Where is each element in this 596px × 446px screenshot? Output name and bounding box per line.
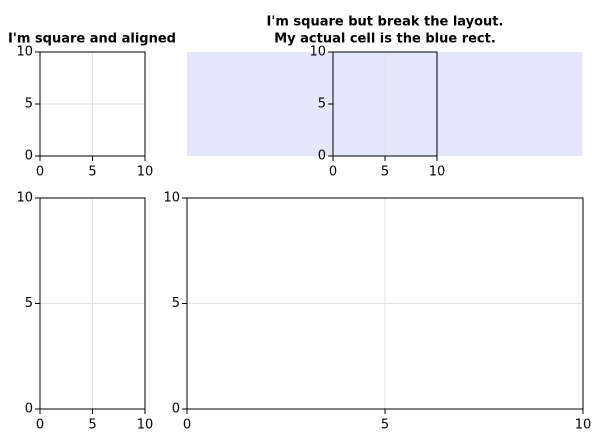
y-tick-label: 10 [16,191,33,206]
x-tick-label: 0 [329,165,337,180]
chart-title: My actual cell is the blue rect. [274,32,496,47]
y-tick-label: 5 [25,97,33,112]
x-tick-label: 5 [88,165,96,180]
x-tick-label: 0 [36,165,44,180]
x-tick-label: 10 [137,418,154,433]
chart-title: I'm square and aligned [8,32,176,47]
y-tick-label: 0 [172,402,180,417]
y-tick-label: 10 [16,45,33,60]
y-tick-label: 5 [172,296,180,311]
x-tick-label: 0 [183,418,191,433]
x-tick-label: 10 [575,418,592,433]
x-tick-label: 10 [137,165,154,180]
axes-frame [39,51,146,157]
x-tick-label: 10 [429,165,446,180]
y-tick-label: 0 [318,149,326,164]
y-tick-label: 10 [163,191,180,206]
axes-frame [186,197,584,410]
axes-frame [332,51,438,157]
y-tick-label: 5 [318,97,326,112]
y-tick-label: 5 [25,296,33,311]
x-tick-label: 5 [88,418,96,433]
y-tick-label: 0 [25,402,33,417]
y-tick-label: 0 [25,149,33,164]
x-tick-label: 0 [36,418,44,433]
y-tick-label: 10 [309,45,326,60]
x-tick-label: 5 [381,418,389,433]
axes-frame [39,197,146,410]
x-tick-label: 5 [381,165,389,180]
chart-title: I'm square but break the layout. [267,15,504,30]
